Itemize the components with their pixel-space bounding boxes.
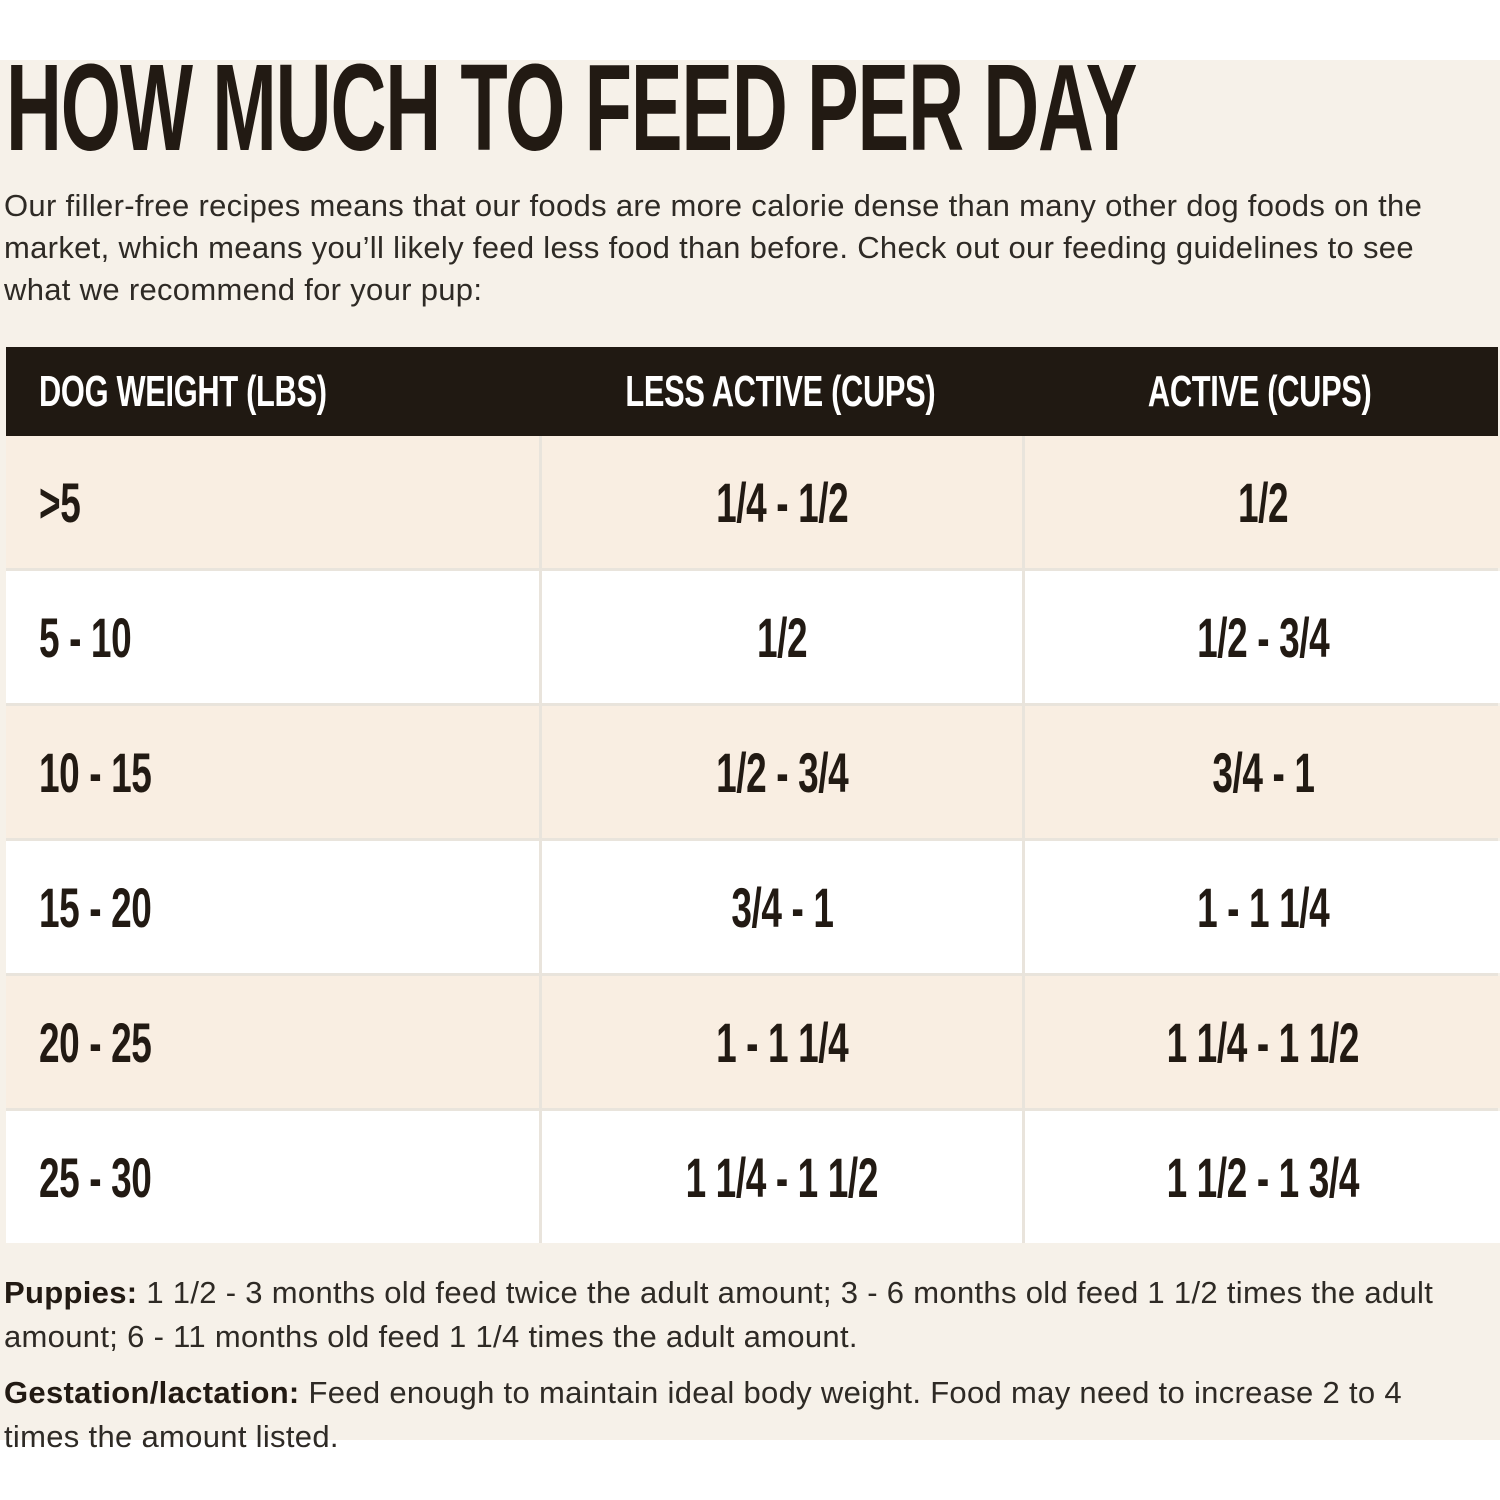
table-row: 15 - 20 3/4 - 1 1 - 1 1/4 <box>6 841 1500 973</box>
puppies-note-label: Puppies: <box>4 1275 138 1310</box>
cell-less-active: 3/4 - 1 <box>542 841 1022 973</box>
cream-background: HOW MUCH TO FEED PER DAY Our filler-free… <box>0 46 1500 1454</box>
cell-less-active: 1/2 <box>542 571 1022 703</box>
cell-active: 1 1/4 - 1 1/2 <box>1025 976 1500 1108</box>
cell-less-active: 1 1/4 - 1 1/2 <box>542 1111 1022 1243</box>
cell-dog-weight: 20 - 25 <box>6 976 539 1108</box>
cell-dog-weight: >5 <box>6 436 539 568</box>
feeding-table: DOG WEIGHT (LBS) LESS ACTIVE (CUPS) ACTI… <box>6 347 1500 1243</box>
column-header-active: ACTIVE (CUPS) <box>1148 366 1372 416</box>
page-title: HOW MUCH TO FEED PER DAY <box>6 46 1494 171</box>
table-header-row: DOG WEIGHT (LBS) LESS ACTIVE (CUPS) ACTI… <box>6 347 1498 436</box>
cell-less-active: 1 - 1 1/4 <box>542 976 1022 1108</box>
table-body: >5 1/4 - 1/2 1/2 5 - 10 1/2 1/2 - 3/4 10… <box>6 436 1500 1243</box>
table-row: 25 - 30 1 1/4 - 1 1/2 1 1/2 - 1 3/4 <box>6 1111 1500 1243</box>
table-row: 20 - 25 1 - 1 1/4 1 1/4 - 1 1/2 <box>6 976 1500 1108</box>
content-area: HOW MUCH TO FEED PER DAY Our filler-free… <box>0 46 1500 1459</box>
footnotes: Puppies: 1 1/2 - 3 months old feed twice… <box>4 1271 1464 1459</box>
gestation-note-text: Feed enough to maintain ideal body weigh… <box>4 1375 1402 1454</box>
cell-dog-weight: 25 - 30 <box>6 1111 539 1243</box>
cell-dog-weight: 10 - 15 <box>6 706 539 838</box>
cell-dog-weight: 15 - 20 <box>6 841 539 973</box>
table-row: 5 - 10 1/2 1/2 - 3/4 <box>6 571 1500 703</box>
cell-active: 1/2 - 3/4 <box>1025 571 1500 703</box>
cell-dog-weight: 5 - 10 <box>6 571 539 703</box>
cell-active: 1 1/2 - 1 3/4 <box>1025 1111 1500 1243</box>
table-row: >5 1/4 - 1/2 1/2 <box>6 436 1500 568</box>
column-header-less-active: LESS ACTIVE (CUPS) <box>625 366 936 416</box>
page-title-text: HOW MUCH TO FEED PER DAY <box>6 40 1137 177</box>
cell-active: 1/2 <box>1025 436 1500 568</box>
column-header-dog-weight: DOG WEIGHT (LBS) <box>39 366 327 416</box>
gestation-note-label: Gestation/lactation: <box>4 1375 300 1410</box>
cell-active: 1 - 1 1/4 <box>1025 841 1500 973</box>
intro-paragraph: Our filler-free recipes means that our f… <box>4 188 1423 307</box>
puppies-note-text: 1 1/2 - 3 months old feed twice the adul… <box>4 1275 1434 1354</box>
gestation-note: Gestation/lactation: Feed enough to main… <box>4 1371 1464 1459</box>
table-row: 10 - 15 1/2 - 3/4 3/4 - 1 <box>6 706 1500 838</box>
puppies-note: Puppies: 1 1/2 - 3 months old feed twice… <box>4 1271 1464 1359</box>
cell-less-active: 1/2 - 3/4 <box>542 706 1022 838</box>
cell-active: 3/4 - 1 <box>1025 706 1500 838</box>
cell-less-active: 1/4 - 1/2 <box>542 436 1022 568</box>
